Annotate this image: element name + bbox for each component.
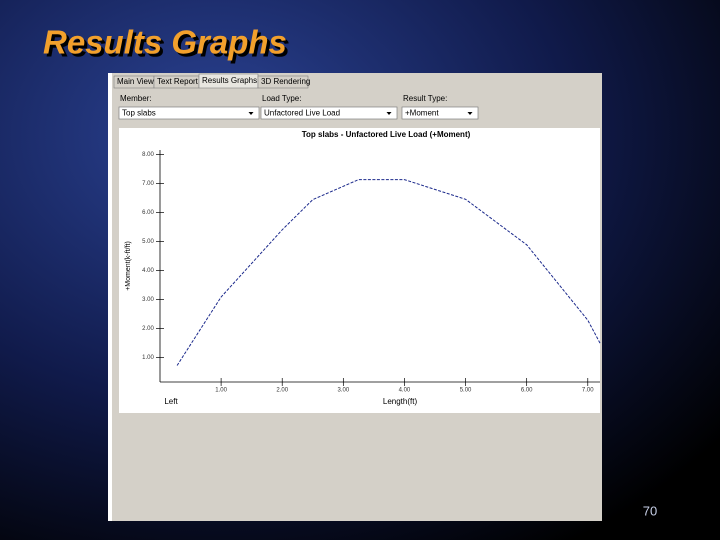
dropdown-arrow[interactable] — [467, 112, 473, 115]
x-tick-label: 4.00 — [399, 388, 411, 394]
dropdown-arrow[interactable] — [386, 112, 392, 115]
field-label: Result Type: — [403, 94, 447, 103]
y-tick-label: 8.00 — [142, 152, 154, 158]
dropdown[interactable] — [401, 106, 479, 120]
x-tick-label: 2.00 — [276, 388, 288, 394]
tab-label[interactable]: 3D Rendering — [261, 77, 310, 86]
tab[interactable] — [257, 75, 309, 89]
chart-panel — [119, 128, 600, 413]
dropdown-value[interactable]: +Moment — [405, 109, 439, 118]
dropdown-value[interactable]: Top slabs — [122, 109, 156, 118]
y-tick-label: 2.00 — [142, 326, 154, 332]
tab-label[interactable]: Results Graphs — [202, 76, 257, 85]
x-axis-label: Length(ft) — [383, 397, 418, 406]
y-tick-label: 1.00 — [142, 355, 154, 361]
y-tick-label: 4.00 — [142, 268, 154, 274]
slide-title-shadow: Results Graphs — [46, 27, 290, 64]
y-axis-label: +Moment(k-ft/ft) — [125, 241, 132, 291]
dropdown-arrow[interactable] — [248, 112, 254, 115]
slide-title: Results Graphs — [43, 24, 287, 61]
x-tick-label: 1.00 — [215, 388, 227, 394]
field-label: Member: — [120, 94, 152, 103]
y-tick-label: 7.00 — [142, 181, 154, 187]
window-edge — [108, 73, 112, 521]
y-tick-label: 5.00 — [142, 239, 154, 245]
chart: Top slabs - Unfactored Live Load (+Momen… — [125, 130, 601, 406]
tab-bar: Main View Text Report Results Graphs 3D Ren… — [113, 73, 310, 89]
field-row: Member: Top slabs Load Type: Unfactored Liv… — [118, 94, 479, 120]
x-tick-label: 5.00 — [460, 388, 472, 394]
dropdown-value[interactable]: Unfactored Live Load — [264, 109, 340, 118]
x-tick-label: 3.00 — [337, 388, 349, 394]
x-start-label: Left — [164, 397, 178, 406]
y-tick-label: 3.00 — [142, 297, 154, 303]
chart-title: Top slabs - Unfactored Live Load (+Momen… — [302, 130, 471, 139]
y-tick-label: 6.00 — [142, 210, 154, 216]
dropdown[interactable] — [260, 106, 398, 120]
page-number: 70 — [643, 503, 657, 518]
data-line — [176, 179, 601, 366]
x-tick-label: 6.00 — [521, 388, 533, 394]
tab-label[interactable]: Text Report — [157, 77, 199, 86]
field-label: Load Type: — [262, 94, 301, 103]
x-tick-label: 7.00 — [582, 388, 594, 394]
tab-label[interactable]: Main View — [117, 77, 154, 86]
dropdown[interactable] — [118, 106, 260, 120]
